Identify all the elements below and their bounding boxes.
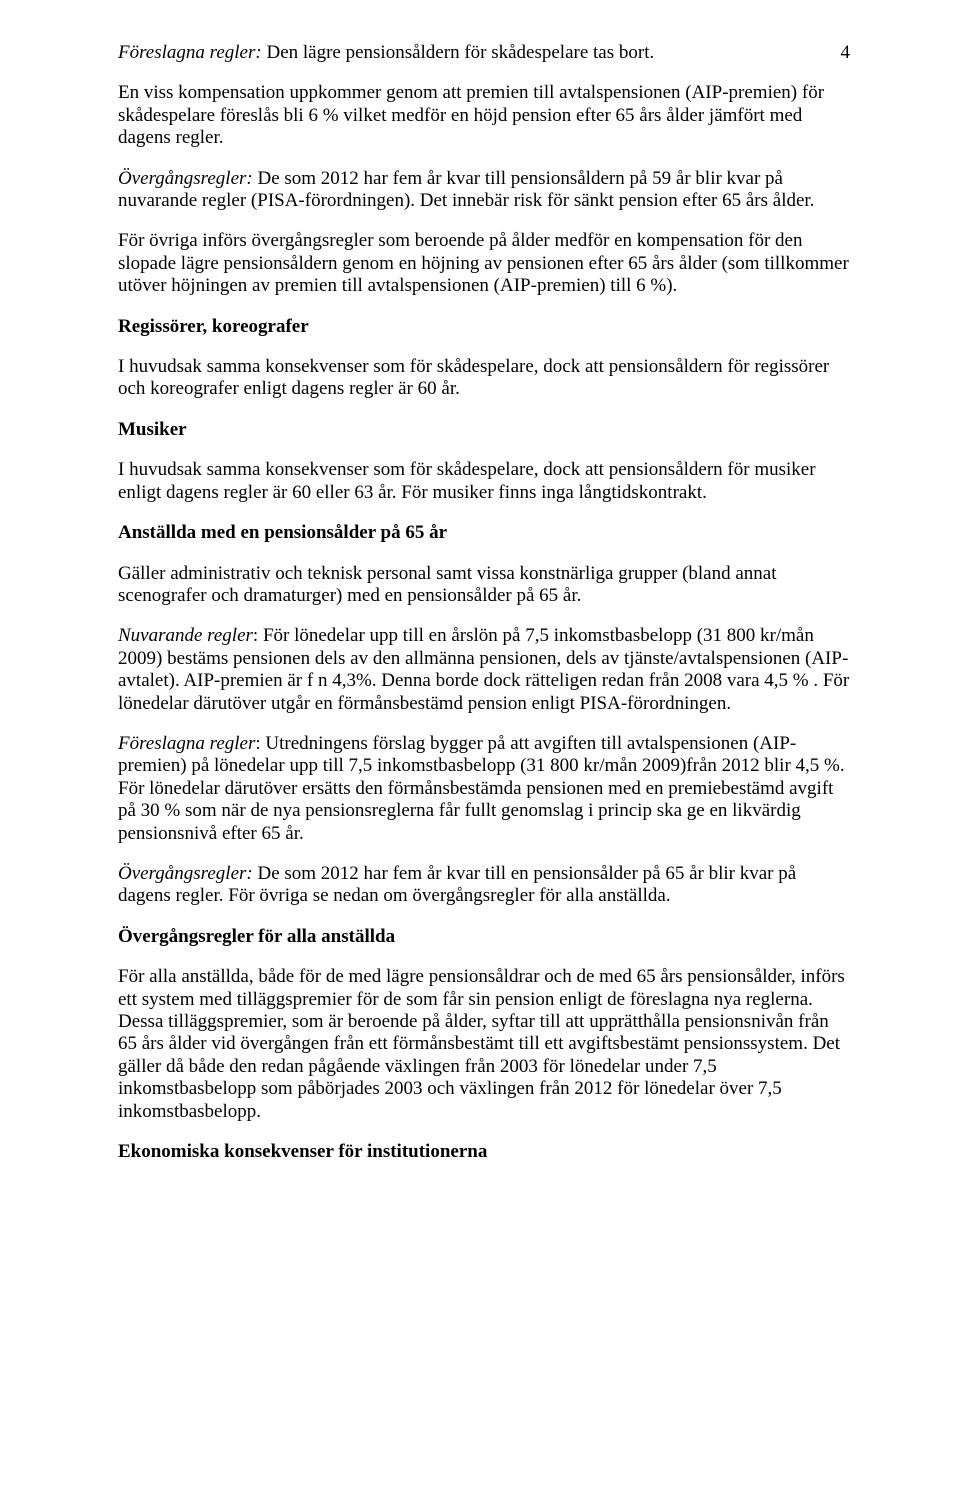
emphasis-overgangsregler-2: Övergångsregler: xyxy=(118,863,253,884)
page-number: 4 xyxy=(841,42,851,64)
heading-anstallda-65: Anställda med en pensionsålder på 65 år xyxy=(118,522,850,544)
heading-regissorer-koreografer: Regissörer, koreografer xyxy=(118,316,850,338)
paragraph-musiker: I huvudsak samma konsekvenser som för sk… xyxy=(118,459,850,504)
paragraph-overgangsregler-2: Övergångsregler: De som 2012 har fem år … xyxy=(118,863,850,908)
emphasis-foreslagna-regler: Föreslagna regler: xyxy=(118,42,262,63)
paragraph-for-ovriga: För övriga införs övergångsregler som be… xyxy=(118,230,850,297)
paragraph-kompensation: En viss kompensation uppkommer genom att… xyxy=(118,82,850,149)
emphasis-nuvarande-regler: Nuvarande regler xyxy=(118,625,253,646)
paragraph-galler-administrativ: Gäller administrativ och teknisk persona… xyxy=(118,563,850,608)
body-text: Den lägre pensionsåldern för skådespelar… xyxy=(262,42,655,63)
heading-ekonomiska-konsekvenser: Ekonomiska konsekvenser för institutione… xyxy=(118,1141,850,1163)
paragraph-alla-anstallda: För alla anställda, både för de med lägr… xyxy=(118,966,850,1123)
emphasis-foreslagna-regler-2: Föreslagna regler xyxy=(118,733,255,754)
heading-musiker: Musiker xyxy=(118,419,850,441)
paragraph-foreslagna-regler-2: Föreslagna regler: Utredningens förslag … xyxy=(118,733,850,845)
heading-overgangsregler-alla: Övergångsregler för alla anställda xyxy=(118,926,850,948)
emphasis-overgangsregler: Övergångsregler: xyxy=(118,168,253,189)
paragraph-foreslagna-regler-1: Föreslagna regler: Den lägre pensionsåld… xyxy=(118,42,850,64)
paragraph-overgangsregler-1: Övergångsregler: De som 2012 har fem år … xyxy=(118,168,850,213)
document-page: 4 Föreslagna regler: Den lägre pensionså… xyxy=(0,0,960,1503)
paragraph-regissorer: I huvudsak samma konsekvenser som för sk… xyxy=(118,356,850,401)
paragraph-nuvarande-regler: Nuvarande regler: För lönedelar upp till… xyxy=(118,625,850,715)
